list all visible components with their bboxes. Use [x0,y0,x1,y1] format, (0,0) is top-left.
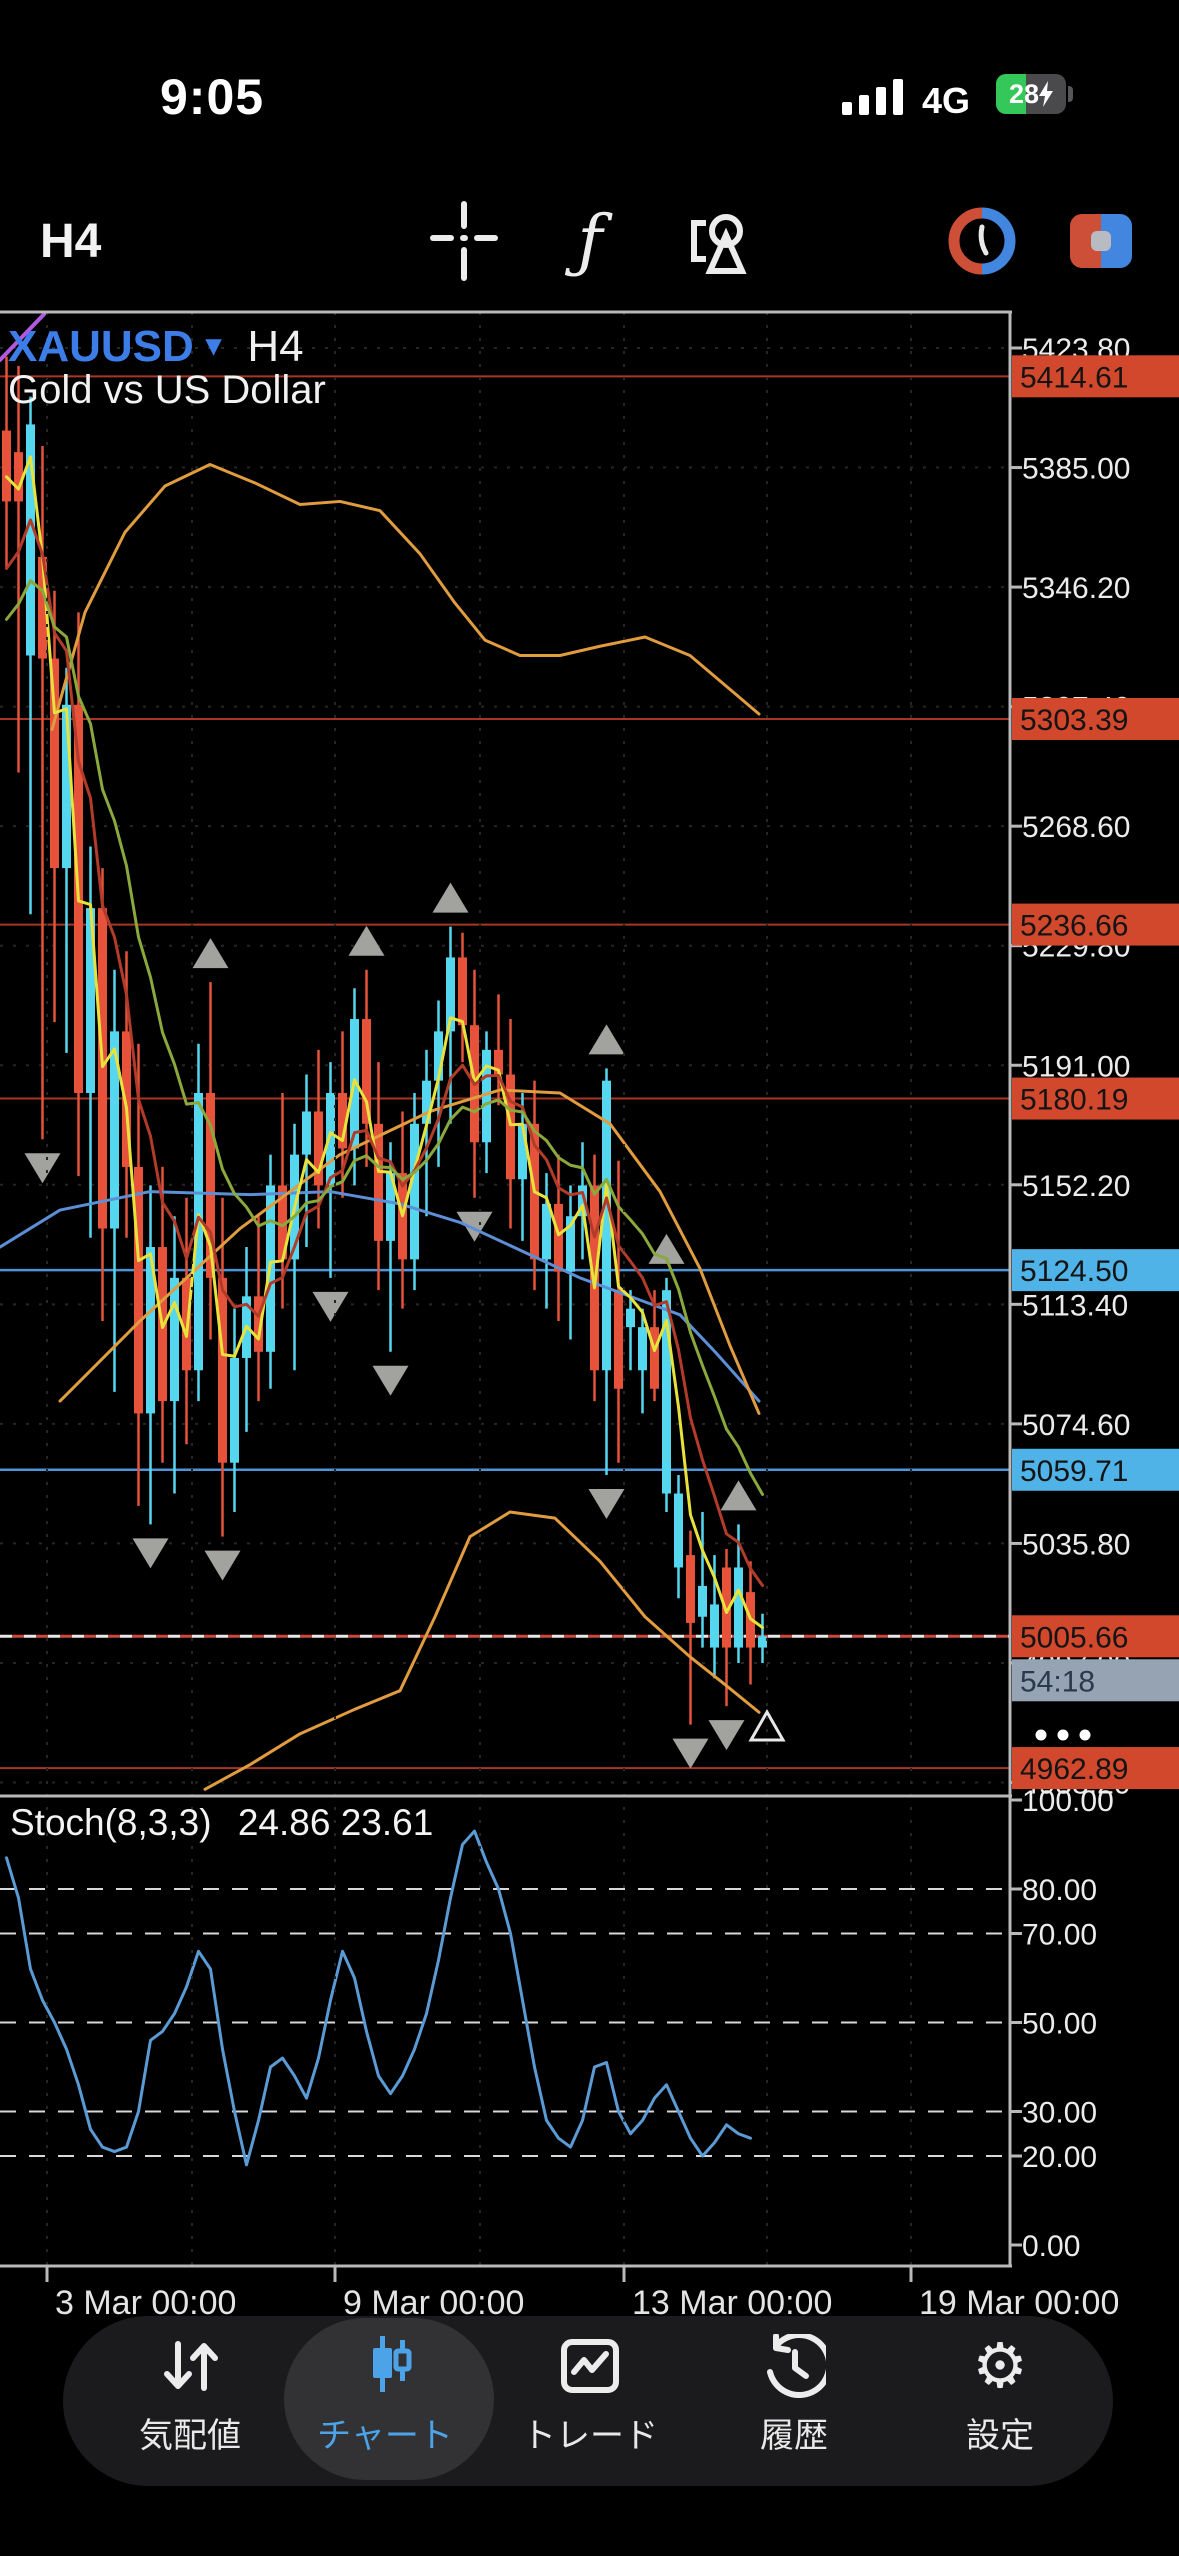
price-axis-label: 5113.40 [1022,1289,1128,1322]
trading-sessions-icon[interactable] [937,196,1027,286]
history-clock-icon [762,2330,826,2402]
objects-icon[interactable] [673,196,763,286]
more-labels-dots [1035,1729,1047,1741]
price-badge [1012,1077,1179,1120]
status-time: 9:05 [160,69,265,125]
battery-icon: 28 [996,74,1066,114]
nav-item-trade[interactable]: トレード [505,2330,675,2480]
price-badge [1012,1448,1179,1491]
stochastic-values: 24.86 23.61 [237,1802,434,1843]
nav-item-settings[interactable]: ⚙ 設定 [915,2330,1085,2480]
price-axis-label: 5346.20 [1022,572,1130,605]
price-axis-label: 5035.80 [1022,1528,1130,1561]
chart-timeframe-label: H4 [247,322,304,371]
network-type-label: 4G [922,80,971,121]
price-axis-label: 5385.00 [1022,453,1130,486]
candlestick-chart-icon [353,2330,417,2402]
date-axis-label: 19 Mar 00:00 [919,2284,1119,2322]
nav-label: 履歴 [760,2417,828,2455]
nav-item-quotes[interactable]: 気配値 [105,2330,275,2480]
nav-label: 設定 [966,2417,1034,2455]
price-badge [1012,697,1179,740]
settings-gear-icon: ⚙ [972,2329,1028,2402]
date-axis-label: 13 Mar 00:00 [632,2284,832,2322]
svg-text:5303.39: 5303.39 [1020,704,1128,737]
one-click-trading-icon[interactable] [1056,196,1146,286]
stoch-axis-label: 0.00 [1022,2230,1080,2263]
date-axis-label: 3 Mar 00:00 [55,2284,236,2322]
stoch-panel [0,1829,1010,2167]
price-badge [1012,903,1179,946]
svg-text:5124.50: 5124.50 [1020,1255,1128,1288]
price-badge [1012,1249,1179,1292]
stochastic-name: Stoch(8,3,3) [10,1802,212,1843]
svg-text:54:18: 54:18 [1020,1665,1095,1698]
trade-chart-icon [558,2330,622,2402]
charging-bolt-icon [1039,81,1054,107]
stoch-axis-label: 30.00 [1022,2097,1097,2130]
nav-item-chart[interactable]: チャート [300,2330,470,2480]
battery-percent: 28 [1008,78,1040,109]
price-axis-label: 5268.60 [1022,811,1130,844]
price-badge [1012,1659,1179,1702]
stoch-axis-label: 100.00 [1022,1785,1114,1818]
price-axis-label: 5152.20 [1022,1170,1130,1203]
price-badge [1012,1615,1179,1658]
crosshair-icon[interactable] [419,196,509,286]
svg-text:5180.19: 5180.19 [1020,1084,1128,1117]
timeframe-button[interactable]: H4 [40,215,102,268]
indicators-icon[interactable]: ƒ [577,201,603,281]
price-badge [1012,355,1179,398]
stochastic-label: Stoch(8,3,3) 24.86 23.61 [10,1802,433,1844]
svg-text:5059.71: 5059.71 [1020,1455,1128,1488]
main-panel [0,312,1010,1791]
more-labels-dots [1079,1729,1091,1741]
nav-label: 気配値 [139,2417,241,2455]
date-axis-label: 9 Mar 00:00 [343,2284,524,2322]
nav-item-history[interactable]: 履歴 [709,2330,879,2480]
symbol-selector[interactable]: XAUUSD ▾ H4 [8,322,304,372]
svg-text:5414.61: 5414.61 [1020,361,1128,394]
symbol-description: Gold vs US Dollar [8,368,326,412]
stoch-axis-label: 50.00 [1022,2008,1097,2041]
nav-label: チャート [317,2417,453,2455]
stoch-axis-label: 70.00 [1022,1919,1097,1952]
svg-text:4962.89: 4962.89 [1020,1753,1128,1786]
quotes-arrows-icon [158,2330,222,2402]
battery-nub [1068,86,1073,102]
symbol-name[interactable]: XAUUSD [8,322,194,371]
chevron-down-icon: ▾ [206,329,222,362]
signal-strength-icon [842,79,903,115]
svg-text:5236.66: 5236.66 [1020,910,1128,943]
stoch-axis-label: 80.00 [1022,1874,1097,1907]
price-axis-label: 5074.60 [1022,1409,1130,1442]
svg-text:5005.66: 5005.66 [1020,1621,1128,1654]
stoch-axis-label: 20.00 [1022,2141,1097,2174]
price-badge [1012,1747,1179,1790]
nav-active-highlight [284,2318,494,2480]
more-labels-dots [1057,1729,1069,1741]
nav-label: トレード [522,2417,658,2455]
